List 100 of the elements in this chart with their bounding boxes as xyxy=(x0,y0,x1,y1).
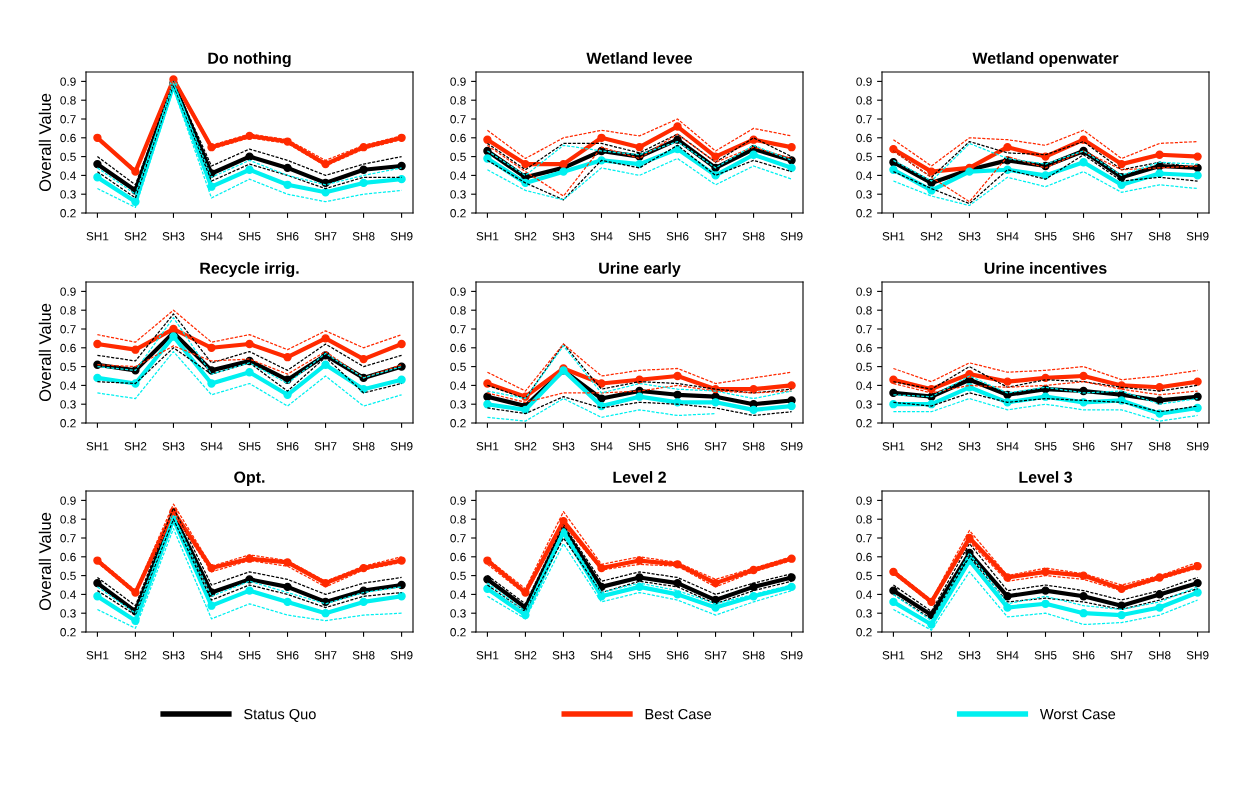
y-tick-label: 0.2 xyxy=(60,209,76,218)
x-tick-label: SH1 xyxy=(86,651,109,660)
x-tick-label: SH6 xyxy=(276,232,299,241)
x-tick-label: SH6 xyxy=(276,651,299,660)
x-tick-label: SH9 xyxy=(1186,232,1209,241)
x-tick-label: SH6 xyxy=(276,442,299,451)
y-tick-label: 0.8 xyxy=(856,96,872,105)
x-tick-label: SH4 xyxy=(996,442,1019,451)
y-tick-label: 0.6 xyxy=(450,133,466,143)
x-tick-label: SH1 xyxy=(476,442,499,451)
y-tick-label: 0.6 xyxy=(450,552,466,562)
x-tick-label: SH6 xyxy=(666,442,689,451)
legend-label: Worst Case xyxy=(1039,708,1116,720)
x-tick-label: SH2 xyxy=(514,651,537,660)
x-tick-label: SH1 xyxy=(476,651,499,660)
y-axis-title: Overall Value xyxy=(38,512,52,611)
y-tick-label: 0.9 xyxy=(856,496,872,505)
x-tick-label: SH9 xyxy=(1186,442,1209,451)
y-tick-label: 0.7 xyxy=(450,115,466,124)
y-tick-label: 0.3 xyxy=(60,609,76,618)
legend-label: Best Case xyxy=(645,708,712,720)
y-tick-label: 0.2 xyxy=(450,209,466,218)
y-tick-label: 0.5 xyxy=(450,362,466,371)
x-tick-label: SH8 xyxy=(742,651,765,660)
x-tick-label: SH5 xyxy=(1034,442,1057,451)
x-tick-label: SH3 xyxy=(162,232,185,241)
y-tick-label: 0.2 xyxy=(60,628,76,637)
x-tick-label: SH6 xyxy=(666,651,689,660)
x-tick-label: SH7 xyxy=(1110,442,1133,451)
x-tick-label: SH9 xyxy=(780,651,803,660)
x-tick-label: SH6 xyxy=(666,232,689,241)
x-tick-label: SH4 xyxy=(996,232,1019,241)
y-tick-label: 0.5 xyxy=(60,362,76,371)
x-tick-label: SH2 xyxy=(514,232,537,241)
x-tick-label: SH1 xyxy=(882,442,905,451)
x-tick-label: SH8 xyxy=(352,651,375,660)
x-tick-label: SH3 xyxy=(958,232,981,241)
y-tick-label: 0.4 xyxy=(450,381,466,390)
x-tick-label: SH4 xyxy=(200,442,223,451)
y-tick-label: 0.6 xyxy=(856,552,872,562)
x-tick-label: SH5 xyxy=(628,442,651,451)
x-tick-label: SH8 xyxy=(742,442,765,451)
y-tick-label: 0.5 xyxy=(450,571,466,580)
y-tick-label: 0.7 xyxy=(60,534,76,543)
x-tick-label: SH2 xyxy=(920,232,943,241)
chart-title: Opt. xyxy=(234,471,265,486)
x-tick-label: SH7 xyxy=(704,442,727,451)
y-tick-label: 0.9 xyxy=(450,287,466,296)
x-tick-label: SH1 xyxy=(882,232,905,241)
x-tick-label: SH2 xyxy=(124,651,147,660)
y-tick-label: 0.4 xyxy=(60,171,76,180)
x-tick-label: SH7 xyxy=(1110,232,1133,241)
y-tick-label: 0.8 xyxy=(856,515,872,524)
y-tick-label: 0.8 xyxy=(60,515,76,524)
y-tick-label: 0.3 xyxy=(450,400,466,409)
x-tick-label: SH4 xyxy=(590,442,613,451)
y-tick-label: 0.2 xyxy=(856,628,872,637)
x-tick-label: SH1 xyxy=(882,651,905,660)
y-tick-label: 0.5 xyxy=(856,571,872,580)
x-tick-label: SH4 xyxy=(590,651,613,660)
x-tick-label: SH1 xyxy=(86,232,109,241)
y-tick-label: 0.2 xyxy=(856,209,872,218)
chart-title: Level 2 xyxy=(613,471,666,483)
y-tick-label: 0.6 xyxy=(450,343,466,353)
y-tick-label: 0.9 xyxy=(856,77,872,86)
chart-title: Do nothing xyxy=(208,52,291,68)
y-tick-label: 0.9 xyxy=(450,77,466,86)
y-tick-label: 0.8 xyxy=(60,306,76,315)
y-tick-label: 0.6 xyxy=(60,343,76,353)
y-tick-label: 0.6 xyxy=(856,343,872,353)
x-tick-label: SH9 xyxy=(390,442,413,451)
y-tick-label: 0.6 xyxy=(60,133,76,143)
y-tick-label: 0.7 xyxy=(856,325,872,334)
x-tick-label: SH6 xyxy=(1072,232,1095,241)
x-tick-label: SH7 xyxy=(704,232,727,241)
x-tick-label: SH3 xyxy=(552,442,575,451)
y-tick-label: 0.5 xyxy=(856,152,872,161)
x-tick-label: SH6 xyxy=(1072,442,1095,451)
x-tick-label: SH9 xyxy=(390,651,413,660)
x-tick-label: SH8 xyxy=(352,232,375,241)
x-tick-label: SH8 xyxy=(1148,442,1171,451)
x-tick-label: SH3 xyxy=(958,651,981,660)
x-tick-label: SH3 xyxy=(552,651,575,660)
x-tick-label: SH4 xyxy=(200,651,223,660)
y-tick-label: 0.5 xyxy=(60,571,76,580)
y-axis-title: Overall Value xyxy=(38,93,52,192)
y-tick-label: 0.5 xyxy=(60,152,76,161)
x-tick-label: SH5 xyxy=(1034,651,1057,660)
x-tick-label: SH2 xyxy=(920,651,943,660)
x-tick-label: SH7 xyxy=(314,232,337,241)
x-tick-label: SH9 xyxy=(780,232,803,241)
y-tick-label: 0.2 xyxy=(856,419,872,428)
x-tick-label: SH1 xyxy=(476,232,499,241)
x-tick-label: SH5 xyxy=(1034,232,1057,241)
y-tick-label: 0.5 xyxy=(856,362,872,371)
y-tick-label: 0.8 xyxy=(450,306,466,315)
x-tick-label: SH4 xyxy=(590,232,613,241)
y-tick-label: 0.2 xyxy=(450,628,466,637)
y-axis-title: Overall Value xyxy=(38,303,52,402)
chart-title: Wetland levee xyxy=(586,52,693,64)
